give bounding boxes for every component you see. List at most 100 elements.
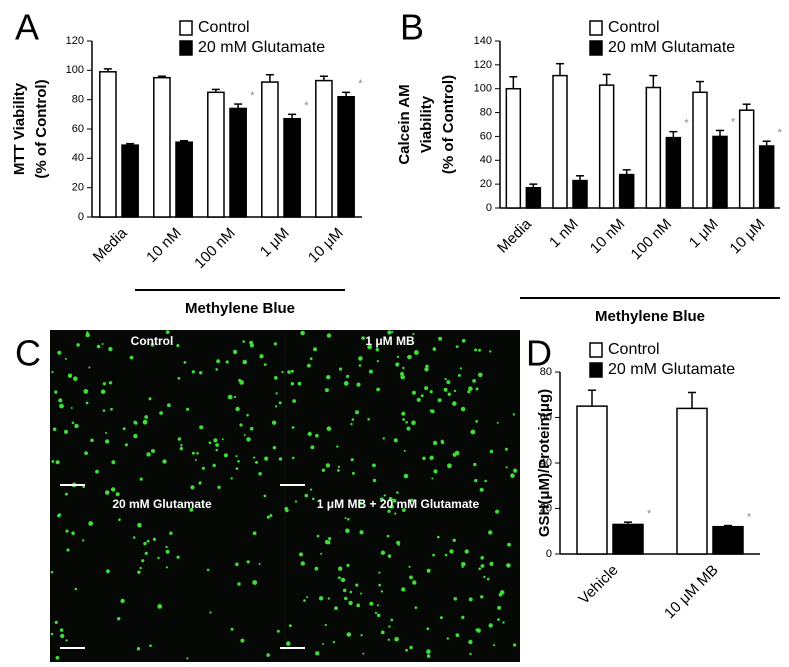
panel-letter: A	[15, 7, 39, 48]
cell	[215, 448, 218, 452]
cell	[290, 382, 295, 386]
cell	[379, 497, 384, 502]
cell	[489, 449, 494, 454]
cell	[446, 380, 451, 385]
cell	[411, 420, 416, 426]
cell	[177, 376, 181, 380]
cell	[273, 376, 278, 380]
cell	[383, 494, 386, 497]
cell	[235, 455, 238, 458]
legend-swatch	[589, 20, 603, 36]
micrograph-label: 20 mM Glutamate	[112, 497, 212, 511]
bar	[99, 71, 117, 218]
cell	[389, 504, 394, 509]
cell	[493, 644, 496, 647]
cell	[315, 433, 319, 438]
cell	[304, 493, 309, 498]
cell	[393, 438, 398, 443]
cell	[71, 531, 75, 535]
cell	[346, 374, 350, 378]
cell	[102, 409, 106, 412]
cell	[227, 394, 233, 400]
cell	[320, 552, 323, 555]
cell	[269, 514, 273, 517]
cell	[313, 347, 317, 352]
cell	[258, 472, 262, 476]
y-tick-label: 60	[72, 123, 84, 135]
cell	[438, 336, 443, 341]
cell	[405, 421, 409, 424]
cell	[359, 530, 364, 535]
cell	[258, 563, 261, 565]
cell	[217, 485, 221, 489]
cell	[447, 463, 452, 469]
x-tick-label: 10 μM MB	[661, 562, 722, 623]
bar	[175, 141, 193, 218]
cell	[165, 330, 170, 334]
bar	[207, 91, 225, 218]
legend-label: Control	[608, 19, 660, 36]
cell	[66, 548, 70, 552]
cell	[59, 628, 64, 632]
cell	[149, 644, 152, 647]
cell	[505, 466, 508, 469]
cell	[396, 355, 400, 359]
y-tick-label: 0	[486, 202, 492, 214]
cell	[484, 479, 488, 483]
cell	[426, 649, 431, 654]
cell	[315, 651, 320, 656]
cell	[151, 449, 155, 453]
cell	[406, 426, 411, 431]
cell	[85, 332, 90, 338]
cell	[483, 575, 486, 579]
cell	[459, 367, 462, 370]
cell	[504, 447, 508, 451]
cell	[497, 618, 500, 621]
cell	[133, 420, 137, 425]
cell	[215, 368, 218, 371]
bar	[552, 74, 568, 209]
cell	[411, 390, 416, 395]
cell	[159, 411, 164, 415]
cell	[355, 583, 359, 587]
cell	[124, 443, 128, 447]
bar	[505, 87, 522, 209]
cell	[358, 356, 363, 361]
cell	[137, 570, 141, 574]
bar	[712, 525, 744, 555]
y-tick-label: 120	[474, 59, 492, 71]
cell	[246, 560, 250, 564]
cell	[303, 599, 306, 602]
legend-label: 20 mM Glutamate	[198, 39, 325, 56]
cell	[380, 550, 386, 555]
cell	[179, 446, 183, 451]
cell	[429, 390, 433, 394]
significance-marker: *	[358, 78, 363, 90]
cell	[424, 386, 429, 391]
cell	[58, 513, 62, 517]
cell	[276, 629, 280, 633]
cell	[390, 618, 394, 622]
panel-letter: D	[526, 333, 552, 374]
cell	[165, 549, 170, 554]
y-tick-label: 20	[540, 502, 552, 514]
cell	[391, 330, 394, 334]
cell	[255, 460, 258, 464]
y-tick-label: 40	[540, 457, 552, 469]
cell	[52, 427, 57, 432]
cell	[275, 392, 278, 395]
cell	[386, 534, 390, 538]
cell	[63, 429, 69, 434]
cell	[83, 389, 89, 394]
cell	[60, 633, 65, 639]
cell	[225, 360, 229, 364]
significance-marker: *	[250, 90, 255, 102]
legend-label: 20 mM Glutamate	[608, 39, 735, 56]
cell	[105, 431, 107, 434]
cell	[360, 634, 363, 637]
y-tick-label: 80	[480, 106, 492, 118]
cell	[96, 344, 101, 349]
cell	[327, 597, 330, 600]
cell	[287, 370, 291, 374]
cell	[402, 508, 406, 512]
